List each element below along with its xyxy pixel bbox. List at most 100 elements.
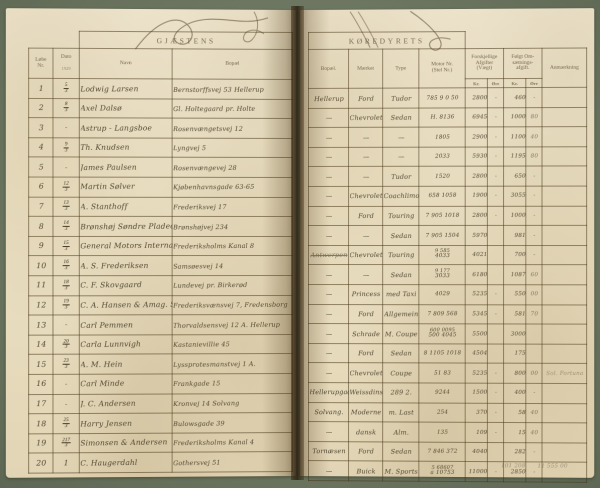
table-row: — Ford Touring 7 905 1018 2800-1000- xyxy=(308,205,587,226)
cell-afgift-ore: - xyxy=(487,146,504,167)
cell-type: Sedan xyxy=(382,264,419,285)
cell-lobe-nr: 5 xyxy=(28,157,54,178)
cell-afgift-ore xyxy=(487,225,504,246)
footer-total-avg: 101 208 xyxy=(501,463,526,470)
cell-lobe-nr: 7 xyxy=(28,196,54,217)
table-row: 5- James Paulsen Rosenvængevej 28 xyxy=(28,157,293,178)
cell-navn: A. S. Frederiksen xyxy=(79,255,173,277)
cell-type: — xyxy=(382,127,419,148)
right-band-row: KØREDYRETS xyxy=(308,31,586,50)
cell-afgift-ore: - xyxy=(487,166,504,187)
cell-lobe-nr: 19 xyxy=(28,433,54,454)
cell-navn: C. F. Skovgaard xyxy=(79,275,173,296)
cell-lobe-nr: 1 xyxy=(28,78,54,99)
cell-bopael: Frederiksvænsvej 7, Fredensborg xyxy=(172,294,293,316)
cell-dato: 14 3 xyxy=(52,216,80,237)
table-row: — — Tudor 1520 2800-650- xyxy=(308,166,587,187)
table-row: 10 16 3 A. S. Frederiksen Samsøesvej 14 xyxy=(28,255,293,277)
ledger-right-page: KØREDYRETS Bopæl. Mærket Type Motor Nr. … xyxy=(300,8,595,483)
table-row: 16- Carl Minde Frankgade 15 xyxy=(28,372,293,395)
cell-dato: 16 3 xyxy=(52,255,80,276)
right-header-row: Bopæl. Mærket Type Motor Nr. (Stel Nr.) … xyxy=(308,47,587,89)
cell-navn: Brønshøj Søndre Pladecentral xyxy=(79,216,173,237)
table-row: Tornæsen Ford Sedan 7 846 372 4040 282- xyxy=(308,441,587,463)
cell-type: Sedan xyxy=(382,441,419,462)
cell-maerke: Ford xyxy=(348,205,383,226)
cell-navn: C. Haugerdahl xyxy=(79,452,173,474)
cell-anmaerkning xyxy=(541,383,587,404)
right-page-sheet: KØREDYRETS Bopæl. Mærket Type Motor Nr. … xyxy=(300,8,595,483)
table-row: 19 217 3 Simonsen & Andersen Frederiksholms … xyxy=(28,431,293,454)
cell-afgift-ore: - xyxy=(487,383,504,403)
cell-lobe-nr: 12 xyxy=(28,295,54,316)
cell-afgift-kr: 5345 xyxy=(465,304,488,325)
cell-afgift-kr: 5235 xyxy=(465,284,488,305)
cell-oms-kr: 550 xyxy=(503,284,526,305)
table-row: — Chevrolet Coachlimo 658 1058 1900-3055- xyxy=(308,185,587,207)
right-table-body: Hellerup Ford Tudor 785 9 0 50 2800-460- — Che… xyxy=(308,87,587,483)
left-header-row: Løbe Nr. Dato 1929 Navn Bopæl xyxy=(28,48,293,80)
cell-type: Tudor xyxy=(382,166,419,187)
cell-oms-kr: 1087 xyxy=(503,264,526,285)
cell-afgift-ore: - xyxy=(487,87,504,108)
cell-type: Sedan xyxy=(382,343,419,364)
cell-afgift-kr: 5500 xyxy=(465,323,488,344)
table-row: Solvang. Moderne m. Last 254 370-58 40 xyxy=(308,402,587,423)
cell-navn: Carl Minde xyxy=(79,373,173,395)
cell-oms-kr: 282 xyxy=(503,442,526,463)
cell-afgift-kr: 2800 xyxy=(465,166,488,187)
cell-bopael2: Hellerup xyxy=(308,88,349,109)
cell-bopael2: — xyxy=(308,205,349,226)
col-head-omsaetningsafgift: Følgt Om- sætnings- afgift. xyxy=(503,48,543,79)
cell-navn: Harry Jensen xyxy=(79,412,173,434)
cell-dato: - xyxy=(52,374,80,394)
cell-motor-nr: 7 809 568 xyxy=(418,304,466,325)
table-row: — — Sedan 7 905 1504 5970 981- xyxy=(308,225,587,246)
cell-afgift-ore xyxy=(487,442,504,462)
cell-bopael2: — xyxy=(308,303,349,324)
cell-oms-ore: - xyxy=(525,166,543,187)
cell-bopael2: Hellerupgade xyxy=(308,382,349,403)
cell-bopael: Lundevej pr. Birkerød xyxy=(172,274,293,296)
table-row: 8 14 3 Brønshøj Søndre Pladecentral Brønshøj… xyxy=(28,216,293,237)
left-table-body: 1 5 3 Lodwig Larsen Bernstorffsvej 53 Heller… xyxy=(28,78,293,474)
cell-oms-ore: - xyxy=(525,186,543,206)
cell-bopael: Rosenvængevej 28 xyxy=(172,157,293,178)
cell-afgift-ore xyxy=(487,324,504,344)
cell-oms-ore: - xyxy=(525,225,543,246)
table-row: 7 13 3 A. Stanthoff Frederiksvej 17 xyxy=(28,196,293,218)
cell-type: 289 2. xyxy=(382,382,419,403)
cell-oms-ore: 00 xyxy=(525,284,543,305)
cell-type: Allgemein xyxy=(382,304,419,324)
footer-total-oms: 11 555 00 xyxy=(537,463,568,470)
cell-oms-ore: - xyxy=(525,383,543,404)
cell-navn: James Paulsen xyxy=(79,157,173,178)
cell-lobe-nr: 3 xyxy=(28,117,54,138)
table-row: Antwerpen Chevrolet Touring 9 585 4033 4021 70… xyxy=(308,245,587,266)
cell-oms-kr: 650 xyxy=(503,166,526,187)
cell-afgift-kr: 4504 xyxy=(465,343,488,364)
cell-bopael: Frederiksholms Kanal 4 xyxy=(172,431,293,454)
cell-navn: Axel Dalsø xyxy=(79,98,173,119)
cell-type: Tudor xyxy=(382,87,419,108)
cell-lobe-nr: 10 xyxy=(28,255,54,276)
cell-oms-ore: 80 xyxy=(525,107,543,128)
table-row: 15 23 3 A. M. Hein Lyssprotesmanstvej 1 A. xyxy=(28,353,293,375)
cell-maerke: Chevrolet xyxy=(348,245,383,266)
cell-afgift-kr: 5930 xyxy=(465,146,488,167)
cell-maerke: dansk xyxy=(348,421,383,442)
cell-bopael2: — xyxy=(308,146,349,168)
table-row: 20 1 C. Haugerdahl Gothersvej 51 xyxy=(28,451,293,474)
col-head-motor-nr: Motor Nr. (Stel Nr.) xyxy=(418,48,466,89)
cell-afgift-kr: 4040 xyxy=(465,442,488,462)
cell-dato: 19 3 xyxy=(52,295,80,316)
cell-bopael2: — xyxy=(308,323,349,344)
cell-bopael2: — xyxy=(308,127,349,148)
cell-anmaerkning xyxy=(541,442,587,463)
cell-anmaerkning xyxy=(541,166,587,187)
cell-dato: 15 3 xyxy=(52,236,80,256)
cell-oms-kr: 1000 xyxy=(503,205,526,226)
cell-maerke: Schrade xyxy=(348,323,383,344)
cell-oms-ore: - xyxy=(525,245,543,266)
